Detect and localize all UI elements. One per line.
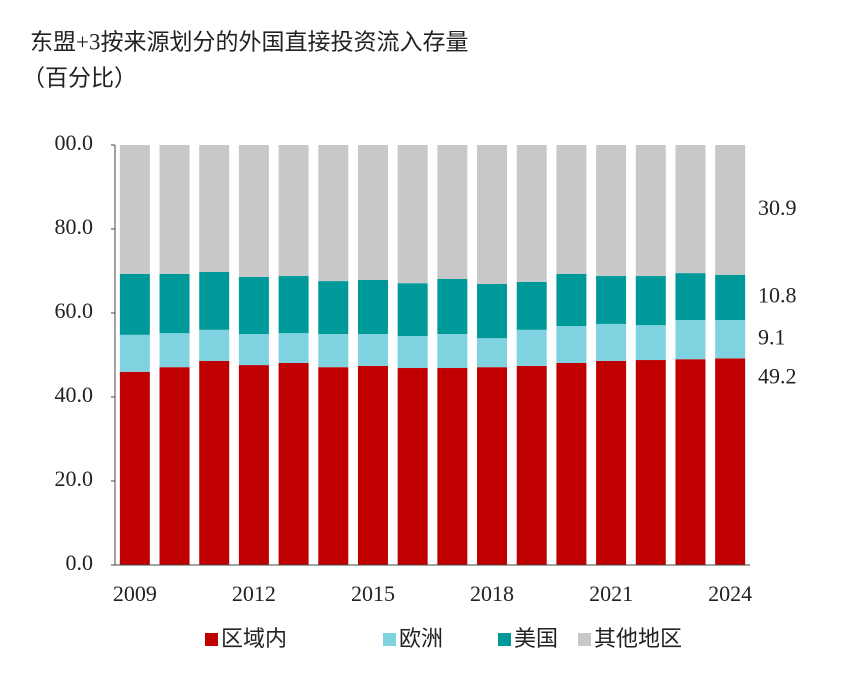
y-tick-label: 80.0 bbox=[55, 214, 94, 239]
y-tick-label: 40.0 bbox=[55, 382, 94, 407]
bar-segment bbox=[477, 367, 508, 565]
x-tick-label: 2021 bbox=[589, 581, 633, 606]
bar-segment bbox=[477, 145, 508, 285]
data-label: 10.8 bbox=[758, 283, 797, 308]
data-label: 9.1 bbox=[758, 324, 786, 349]
bar-segment bbox=[318, 367, 349, 565]
bar-segment bbox=[119, 334, 150, 372]
bar-segment bbox=[357, 334, 388, 366]
legend-swatch bbox=[205, 633, 218, 646]
legend-label: 其他地区 bbox=[594, 626, 682, 651]
bar-segment bbox=[357, 279, 388, 334]
bar-segment bbox=[238, 145, 269, 277]
bar-segment bbox=[397, 145, 428, 284]
bar-segment bbox=[516, 329, 547, 366]
chart-title: 东盟+3按来源划分的外国直接投资流入存量 bbox=[30, 29, 468, 54]
y-tick-label: 0.0 bbox=[66, 550, 94, 575]
legend-swatch bbox=[578, 633, 591, 646]
bar-segment bbox=[516, 281, 547, 330]
bar-segment bbox=[477, 284, 508, 339]
bar-segment bbox=[437, 368, 468, 565]
chart-subtitle: （百分比） bbox=[22, 65, 137, 90]
x-tick-label: 2009 bbox=[113, 581, 157, 606]
bar-segment bbox=[675, 320, 706, 360]
bar-segment bbox=[516, 365, 547, 565]
bar-segment bbox=[238, 276, 269, 334]
bar-segment bbox=[477, 338, 508, 368]
bar-segment bbox=[159, 367, 190, 565]
bar-segment bbox=[715, 274, 746, 321]
bar-segment bbox=[119, 273, 150, 335]
bar-segment bbox=[596, 145, 627, 277]
bar-segment bbox=[318, 281, 349, 334]
bar-segment bbox=[397, 283, 428, 337]
bar-segment bbox=[556, 273, 587, 327]
x-tick-label: 2015 bbox=[351, 581, 395, 606]
bar-segment bbox=[675, 273, 706, 321]
bar-segment bbox=[715, 145, 746, 275]
x-tick-label: 2012 bbox=[232, 581, 276, 606]
bar-segment bbox=[715, 358, 746, 565]
bar-segment bbox=[357, 145, 388, 280]
legend-label: 美国 bbox=[514, 626, 558, 651]
bar-segment bbox=[397, 368, 428, 565]
data-label: 30.9 bbox=[758, 195, 797, 220]
bar-segment bbox=[675, 145, 706, 274]
bar-segment bbox=[238, 365, 269, 565]
x-tick-label: 2018 bbox=[470, 581, 514, 606]
bar-segment bbox=[437, 278, 468, 334]
bar-segment bbox=[199, 329, 230, 361]
bar-segment bbox=[596, 360, 627, 565]
bar-segment bbox=[159, 273, 190, 334]
legend-swatch bbox=[498, 633, 511, 646]
bar-segment bbox=[556, 145, 587, 274]
bar-segment bbox=[357, 365, 388, 565]
bar-segment bbox=[516, 145, 547, 282]
bar-segment bbox=[635, 360, 666, 565]
y-tick-label: 00.0 bbox=[55, 130, 94, 155]
bar-segment bbox=[278, 333, 309, 363]
bar-segment bbox=[635, 145, 666, 277]
bar-segment bbox=[159, 145, 190, 274]
bar-segment bbox=[556, 362, 587, 565]
bar-segment bbox=[278, 362, 309, 565]
bar-segment bbox=[238, 334, 269, 366]
bar-segment bbox=[596, 323, 627, 361]
bar-segment bbox=[278, 276, 309, 334]
bar-segment bbox=[199, 145, 230, 272]
bar-segment bbox=[199, 360, 230, 565]
legend-label: 区域内 bbox=[221, 626, 287, 651]
bar-segment bbox=[675, 359, 706, 565]
bar-segment bbox=[715, 320, 746, 359]
bar-segment bbox=[119, 371, 150, 565]
bar-segment bbox=[318, 334, 349, 368]
bar-segment bbox=[635, 325, 666, 361]
legend-label: 欧洲 bbox=[399, 626, 443, 651]
bar-segment bbox=[397, 336, 428, 369]
bar-segment bbox=[635, 276, 666, 326]
y-tick-label: 20.0 bbox=[55, 466, 94, 491]
legend-swatch bbox=[383, 633, 396, 646]
bar-segment bbox=[159, 333, 190, 368]
data-label: 49.2 bbox=[758, 363, 797, 388]
bar-segment bbox=[318, 145, 349, 282]
x-tick-label: 2024 bbox=[708, 581, 752, 606]
bar-segment bbox=[596, 276, 627, 324]
bar-segment bbox=[119, 145, 150, 274]
bar-segment bbox=[437, 334, 468, 369]
bar-segment bbox=[556, 326, 587, 363]
bar-segment bbox=[199, 271, 230, 330]
bar-segment bbox=[278, 145, 309, 277]
y-tick-label: 60.0 bbox=[55, 298, 94, 323]
bar-segment bbox=[437, 145, 468, 279]
